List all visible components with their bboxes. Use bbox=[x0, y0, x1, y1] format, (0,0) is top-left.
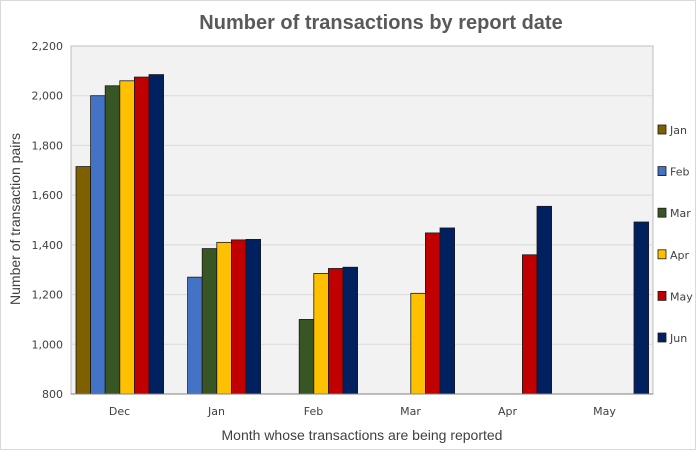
legend-label-feb: Feb bbox=[670, 166, 689, 179]
plot-area bbox=[70, 45, 654, 395]
bar-jun-dec bbox=[148, 74, 165, 395]
bar-may-dec bbox=[133, 76, 150, 395]
y-tick-label: 1,200 bbox=[32, 289, 64, 302]
legend-label-jan: Jan bbox=[669, 124, 687, 137]
bar-apr-mar bbox=[410, 292, 426, 395]
bar-jun-mar bbox=[439, 227, 456, 395]
legend-label-mar: Mar bbox=[670, 207, 691, 220]
legend-label-jun: Jun bbox=[669, 332, 687, 345]
bar-mar-jan bbox=[201, 248, 218, 395]
legend-swatch-jun bbox=[657, 332, 667, 343]
x-tick-label: May bbox=[593, 405, 616, 418]
bar-jun-feb bbox=[342, 266, 359, 395]
x-axis-title: Month whose transactions are being repor… bbox=[222, 427, 503, 443]
bar-apr-dec bbox=[119, 80, 135, 395]
bar-may-apr bbox=[522, 254, 538, 395]
gridlines bbox=[71, 95, 653, 345]
y-tick-label: 2,000 bbox=[32, 90, 64, 103]
legend-label-apr: Apr bbox=[670, 249, 690, 262]
bars bbox=[75, 74, 650, 395]
bar-jan-dec bbox=[75, 166, 92, 395]
bar-may-mar bbox=[424, 232, 441, 395]
legend-swatch-may bbox=[657, 290, 667, 301]
x-axis-ticks: Dec Jan Feb Mar Apr May bbox=[109, 405, 617, 418]
bar-feb-dec bbox=[90, 95, 106, 395]
x-tick-label: Mar bbox=[400, 405, 421, 418]
chart-title: Number of transactions by report date bbox=[199, 12, 562, 34]
bar-may-jan bbox=[230, 239, 247, 395]
legend-swatch-apr bbox=[657, 249, 667, 260]
bar-mar-dec bbox=[104, 85, 121, 395]
legend-label-may: May bbox=[670, 290, 693, 303]
x-tick-label: Jan bbox=[207, 405, 225, 418]
y-tick-label: 1,000 bbox=[32, 338, 64, 351]
y-tick-label: 1,400 bbox=[32, 239, 64, 252]
y-tick-label: 1,600 bbox=[32, 189, 64, 202]
bar-apr-feb bbox=[313, 273, 329, 395]
y-tick-label: 1,800 bbox=[32, 139, 64, 152]
bar-jun-jan bbox=[245, 238, 262, 395]
legend-swatch-feb bbox=[657, 166, 667, 177]
bar-jun-apr bbox=[536, 205, 553, 395]
y-tick-label: 2,200 bbox=[32, 40, 64, 53]
bar-apr-jan bbox=[216, 241, 232, 395]
x-tick-label: Dec bbox=[109, 405, 130, 418]
legend-swatch-jan bbox=[657, 124, 667, 135]
y-axis-title: Number of transaction pairs bbox=[7, 133, 23, 305]
bar-jun-may bbox=[633, 221, 650, 395]
legend: Jan Feb Mar Apr May Jun bbox=[657, 124, 693, 345]
y-axis-ticks: 800 1,000 1,200 1,400 1,600 1,800 2,000 2,200 bbox=[32, 40, 64, 401]
bar-may-feb bbox=[327, 268, 344, 395]
bar-feb-jan bbox=[187, 276, 203, 395]
legend-swatch-mar bbox=[657, 207, 667, 218]
x-tick-label: Apr bbox=[498, 405, 518, 418]
y-tick-label: 800 bbox=[42, 388, 63, 401]
bar-mar-feb bbox=[298, 319, 315, 395]
x-tick-label: Feb bbox=[304, 405, 323, 418]
